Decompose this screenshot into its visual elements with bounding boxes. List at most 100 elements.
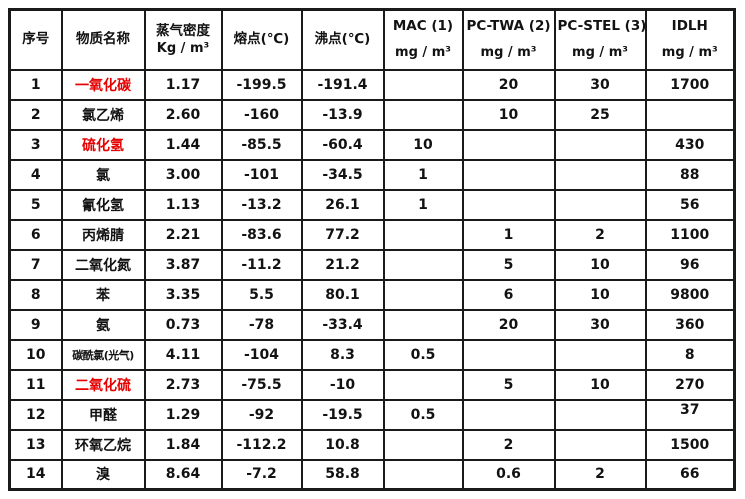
pc-twa-cell	[461, 158, 556, 191]
vapor-density-cell: 0.73	[143, 308, 223, 341]
col-header-index: 序号	[8, 8, 63, 71]
mac-cell	[382, 458, 464, 491]
table-row: 6 丙烯腈 2.21 -83.6 77.2 1 2 1100	[8, 218, 736, 251]
idlh-cell: 1500	[644, 428, 736, 461]
melting-point-cell: -11.2	[220, 248, 303, 281]
pc-twa-cell: 0.6	[461, 458, 556, 491]
boiling-point-cell: 21.2	[300, 248, 385, 281]
pc-twa-cell: 2	[461, 428, 556, 461]
col-header-pc-twa: PC-TWA (2) mg / m³	[461, 8, 556, 71]
idlh-cell: 66	[644, 458, 736, 491]
row-number-cell: 14	[8, 458, 63, 491]
mac-cell: 10	[382, 128, 464, 161]
boiling-point-cell: -19.5	[300, 398, 385, 431]
vapor-density-cell: 3.00	[143, 158, 223, 191]
column-unit: mg / m³	[661, 45, 718, 61]
substance-name-cell: 丙烯腈	[60, 218, 146, 251]
mac-cell: 1	[382, 158, 464, 191]
substance-name-cell: 氰化氢	[60, 188, 146, 221]
boiling-point-cell: -34.5	[300, 158, 385, 191]
pc-twa-cell: 20	[461, 308, 556, 341]
vapor-density-cell: 3.87	[143, 248, 223, 281]
row-number-cell: 4	[8, 158, 63, 191]
idlh-cell: 1700	[644, 68, 736, 101]
col-header-idlh: IDLH mg / m³	[644, 8, 736, 71]
col-header-mac: MAC (1) mg / m³	[382, 8, 464, 71]
melting-point-cell: -104	[220, 338, 303, 371]
pc-twa-cell: 10	[461, 98, 556, 131]
row-number-cell: 12	[8, 398, 63, 431]
column-title: 熔点(℃)	[233, 31, 290, 48]
melting-point-cell: -13.2	[220, 188, 303, 221]
pc-twa-cell	[461, 338, 556, 371]
vapor-density-cell: 1.29	[143, 398, 223, 431]
vapor-density-cell: 2.21	[143, 218, 223, 251]
chemical-properties-table: 序号 物质名称 蒸气密度 Kg / m³ 熔点(℃) 沸点(℃) MAC (1) mg / m…	[8, 8, 736, 491]
substance-name-cell: 氯	[60, 158, 146, 191]
boiling-point-cell: 10.8	[300, 428, 385, 461]
pc-twa-cell: 20	[461, 68, 556, 101]
row-number-cell: 3	[8, 128, 63, 161]
boiling-point-cell: 8.3	[300, 338, 385, 371]
melting-point-cell: -199.5	[220, 68, 303, 101]
melting-point-cell: -92	[220, 398, 303, 431]
col-header-pc-stel: PC-STEL (3) mg / m³	[553, 8, 647, 71]
idlh-cell: 270	[644, 368, 736, 401]
pc-stel-cell: 2	[553, 458, 647, 491]
substance-name-cell: 苯	[60, 278, 146, 311]
row-number-cell: 5	[8, 188, 63, 221]
table-row: 10 碳酰氯(光气) 4.11 -104 8.3 0.5 8	[8, 338, 736, 371]
column-title: 物质名称	[76, 31, 130, 48]
table-row: 5 氰化氢 1.13 -13.2 26.1 1 56	[8, 188, 736, 221]
mac-cell	[382, 68, 464, 101]
idlh-cell: 360	[644, 308, 736, 341]
idlh-cell: 88	[644, 158, 736, 191]
vapor-density-cell: 4.11	[143, 338, 223, 371]
melting-point-cell: -7.2	[220, 458, 303, 491]
vapor-density-cell: 1.44	[143, 128, 223, 161]
melting-point-cell: -78	[220, 308, 303, 341]
idlh-cell: 37	[644, 398, 736, 431]
column-unit: Kg / m³	[156, 40, 210, 56]
pc-twa-cell: 6	[461, 278, 556, 311]
boiling-point-cell: -33.4	[300, 308, 385, 341]
pc-stel-cell	[553, 398, 647, 431]
substance-name-cell: 硫化氢	[60, 128, 146, 161]
substance-name-cell: 氯乙烯	[60, 98, 146, 131]
column-title: PC-STEL (3)	[557, 18, 646, 35]
mac-cell: 0.5	[382, 398, 464, 431]
table-header-row: 序号 物质名称 蒸气密度 Kg / m³ 熔点(℃) 沸点(℃) MAC (1) mg / m…	[8, 8, 736, 71]
substance-name-cell: 二氧化硫	[60, 368, 146, 401]
substance-name-cell: 氨	[60, 308, 146, 341]
pc-stel-cell	[553, 128, 647, 161]
idlh-cell: 9800	[644, 278, 736, 311]
melting-point-cell: -101	[220, 158, 303, 191]
column-title: 蒸气密度	[156, 22, 210, 39]
col-header-substance-name: 物质名称	[60, 8, 146, 71]
vapor-density-cell: 1.13	[143, 188, 223, 221]
pc-stel-cell	[553, 428, 647, 461]
mac-cell	[382, 218, 464, 251]
row-number-cell: 10	[8, 338, 63, 371]
boiling-point-cell: 26.1	[300, 188, 385, 221]
substance-name-cell: 一氧化碳	[60, 68, 146, 101]
melting-point-cell: 5.5	[220, 278, 303, 311]
mac-cell: 0.5	[382, 338, 464, 371]
column-unit: mg / m³	[480, 45, 537, 61]
pc-stel-cell: 10	[553, 248, 647, 281]
mac-cell: 1	[382, 188, 464, 221]
row-number-cell: 9	[8, 308, 63, 341]
pc-stel-cell: 10	[553, 368, 647, 401]
pc-stel-cell: 25	[553, 98, 647, 131]
vapor-density-cell: 1.17	[143, 68, 223, 101]
table-row: 11 二氧化硫 2.73 -75.5 -10 5 10 270	[8, 368, 736, 401]
mac-cell	[382, 428, 464, 461]
mac-cell	[382, 278, 464, 311]
column-unit: mg / m³	[395, 45, 451, 61]
melting-point-cell: -83.6	[220, 218, 303, 251]
boiling-point-cell: 77.2	[300, 218, 385, 251]
boiling-point-cell: 80.1	[300, 278, 385, 311]
column-title: 序号	[22, 31, 50, 48]
column-unit: mg / m³	[572, 45, 628, 61]
